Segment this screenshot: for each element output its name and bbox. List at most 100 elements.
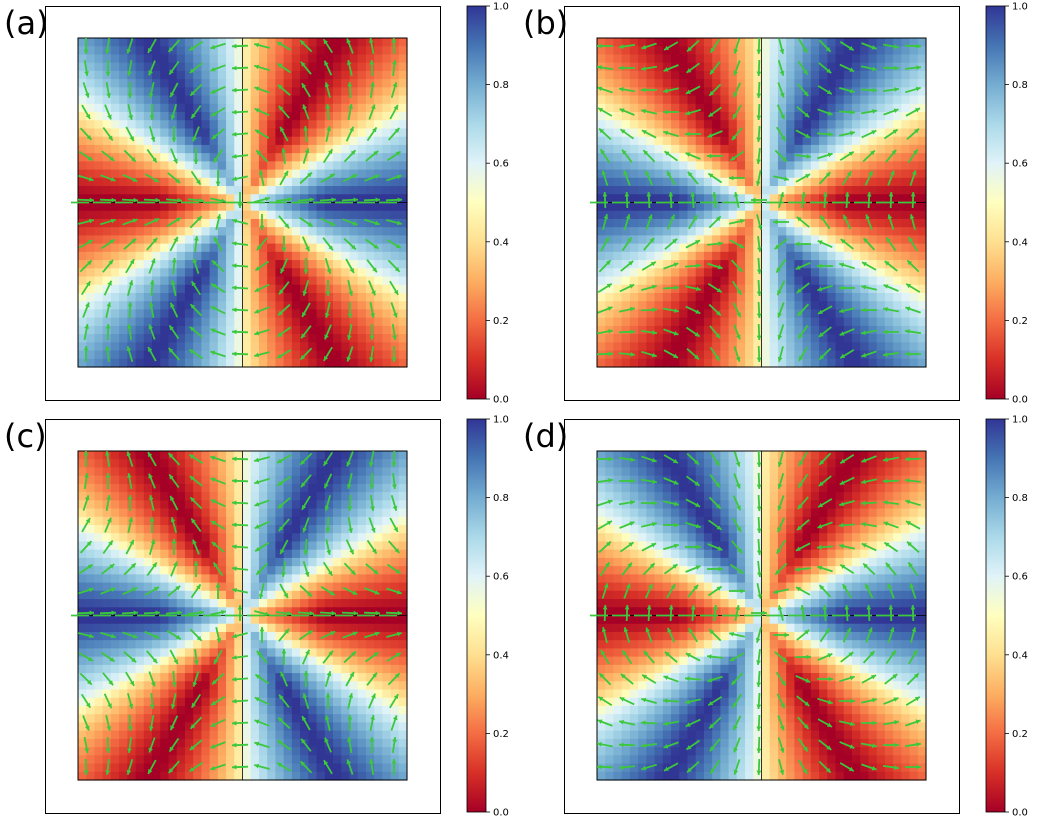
heatmap-cell [300,483,309,493]
colorbar [466,5,487,400]
heatmap-cell [597,194,606,204]
heatmap-cell [143,566,153,575]
heatmap-cell [662,202,672,212]
heatmap-cell [184,358,194,368]
arrow-head [331,197,336,203]
heatmap-cell [332,500,342,510]
heatmap-cell [234,202,244,212]
arrow-head [628,260,634,266]
heatmap-cell [258,309,268,319]
heatmap-cell [646,325,656,335]
heatmap-cell [193,87,202,97]
heatmap-cell [78,235,87,245]
heatmap-cell [176,46,186,56]
arrow-head [151,258,156,264]
heatmap-cell [745,350,754,360]
heatmap-cell [851,112,861,121]
arrow-head [210,44,216,50]
heatmap-cell [275,557,285,567]
arrow-head [232,43,237,49]
arrow-head [153,177,159,182]
heatmap-cell [94,549,104,559]
arrow-head [715,216,721,222]
heatmap-cell [332,62,342,72]
heatmap-cell [217,260,227,269]
heatmap-cell [135,533,145,543]
heatmap-cell [94,475,104,485]
heatmap-cell [810,62,820,72]
heatmap-cell [629,325,639,335]
heatmap-cell [605,54,615,64]
heatmap-cell [226,350,235,360]
heatmap-cell [835,54,845,64]
heatmap-cell [324,358,334,368]
heatmap-cell [267,70,276,80]
heatmap-cell [753,350,763,360]
heatmap-cell [720,317,730,327]
arrow-head [283,171,288,176]
heatmap-cell [662,358,672,368]
heatmap-cell [184,301,194,311]
heatmap-cell [234,284,244,294]
heatmap-cell [250,342,260,352]
arrow-head [303,126,309,131]
heatmap-cell [884,95,894,105]
heatmap-cell [168,260,178,269]
heatmap-cell [382,62,392,72]
heatmap-cell [110,607,120,617]
arrow-head [751,197,756,203]
heatmap-cell [720,342,730,352]
heatmap-cell [184,161,194,171]
heatmap-cell [909,112,919,121]
arrow-head [170,280,176,285]
heatmap-cell [860,268,870,278]
heatmap-cell [226,574,235,584]
heatmap-cell [868,169,878,179]
heatmap-cell [374,459,383,469]
heatmap-cell [102,54,112,64]
heatmap-cell [308,350,318,360]
heatmap-cell [893,210,902,220]
heatmap-cell [794,292,804,302]
arrow-head [664,151,670,156]
heatmap-cell [258,334,268,343]
heatmap-cell [176,120,186,130]
heatmap-cell [226,467,235,477]
heatmap-cell [242,177,252,187]
heatmap-cell [283,459,293,469]
heatmap-cell [78,120,87,130]
heatmap-cell [308,268,318,278]
heatmap-cell [901,194,911,204]
heatmap-cell [176,350,186,360]
heatmap-cell [152,350,161,360]
heatmap-cell [102,260,112,269]
heatmap-cell [267,103,276,113]
heatmap-cell [135,103,145,113]
heatmap-cell [275,483,285,493]
heatmap-cell [143,227,153,236]
heatmap-cell [308,202,318,212]
heatmap-cell [662,103,672,113]
heatmap-cell [201,46,211,56]
heatmap-cell [777,276,787,286]
heatmap-cell [341,194,351,204]
heatmap-cell [382,218,392,228]
heatmap-cell [209,459,219,469]
heatmap-cell [267,508,276,518]
heatmap-cell [629,79,639,88]
heatmap-cell [94,508,104,518]
heatmap-cell [794,227,804,236]
heatmap-cell [119,358,128,368]
heatmap-cell [736,202,746,212]
heatmap-cell [777,177,787,187]
heatmap-cell [819,301,828,311]
heatmap-cell [827,54,837,64]
arrow-head [630,329,635,335]
heatmap-cell [827,136,837,146]
heatmap-cell [901,153,911,162]
heatmap-cell [176,70,186,80]
heatmap-cell [671,301,680,311]
heatmap-cell [242,334,252,343]
heatmap-cell [761,112,771,121]
heatmap-cell [332,38,342,47]
